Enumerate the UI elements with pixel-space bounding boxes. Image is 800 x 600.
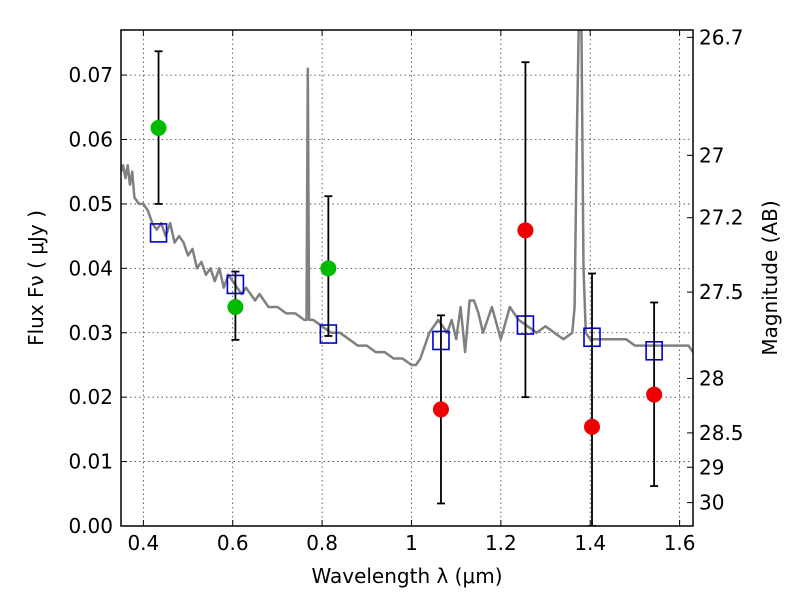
x-axis-label: Wavelength λ (μm) [311,564,502,588]
y2-tick-label: 27.5 [699,280,744,304]
grid [121,30,693,526]
y-tick-label: 0.01 [68,450,113,474]
upper-limit-point [432,401,449,418]
y-tick-label: 0.03 [68,321,113,345]
upper-limit-point [584,418,601,435]
y-tick-label: 0.07 [68,63,113,87]
model-photometry-point [149,223,168,243]
x-tick-label: 0.6 [217,531,249,555]
model-spectrum-line [121,30,693,367]
x-tick-label: 1.6 [664,531,696,555]
y-tick-label: 0.05 [68,192,113,216]
axes: 0.4 0.6 0.8 1 1.2 1.4 1.6 0.00 0.01 0.02 0.03 0.04 0… [68,25,743,555]
x-tick-label: 1.4 [574,531,606,555]
y-tick-label: 0.02 [68,385,113,409]
upper-limit-point [646,386,663,403]
y2-tick-label: 27 [699,143,724,167]
y2-axis-label: Magnitude (AB) [758,200,782,355]
upper-limit-point [517,222,534,239]
y2-tick-label: 29 [699,455,724,479]
detection-point [227,298,244,315]
plot-area [121,30,693,526]
x-tick-label: 0.4 [127,531,159,555]
y-tick-label: 0.00 [68,514,113,538]
y2-tick-label: 28 [699,366,724,390]
y2-tick-label: 26.7 [699,25,744,49]
y2-tick-label: 28.5 [699,421,744,445]
y-tick-label: 0.04 [68,256,113,280]
x-tick-label: 1.2 [485,531,517,555]
x-tick-label: 0.8 [306,531,338,555]
y2-tick-label: 27.2 [699,206,744,230]
detection-point [320,260,337,277]
plot-frame [120,29,694,527]
y2-tick-label: 30 [699,491,724,515]
x-tick-label: 1 [405,531,418,555]
y-tick-label: 0.06 [68,128,113,152]
y-axis-label: Flux Fν ( μJy ) [24,210,48,346]
detection-point [150,119,167,136]
